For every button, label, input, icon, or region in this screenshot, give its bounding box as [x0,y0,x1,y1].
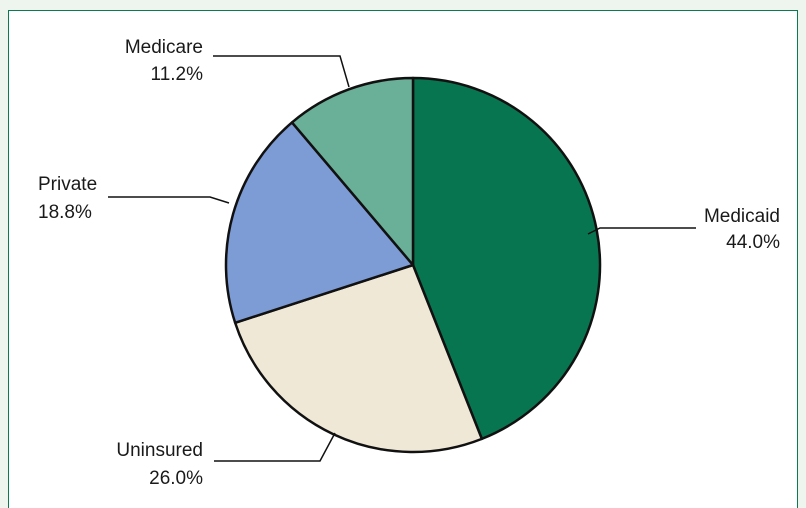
slice-label-uninsured: Uninsured [116,440,203,461]
slice-value-label-private: 18.8% [38,202,92,223]
pie-slice-uninsured [233,263,484,454]
pie-slice-private [224,121,415,325]
slice-value-label-uninsured: 26.0% [149,468,203,489]
slice-label-medicare: Medicare [125,37,203,58]
leader-line-uninsured [214,432,336,462]
slice-labels: Medicaid 44.0% Uninsured 26.0% Private 18.8% M… [38,37,780,489]
leader-line-private [108,196,230,204]
slice-value-label-medicaid: 44.0% [726,232,780,253]
pie-slices [224,76,602,454]
pie-slice-medicare [290,76,415,267]
slice-label-private: Private [38,174,97,195]
slice-value-label-medicare: 11.2% [151,64,204,85]
leader-line-medicare [213,55,350,88]
slice-label-medicaid: Medicaid [704,206,780,227]
leader-line-medicaid [587,227,696,235]
leader-lines [108,55,696,462]
